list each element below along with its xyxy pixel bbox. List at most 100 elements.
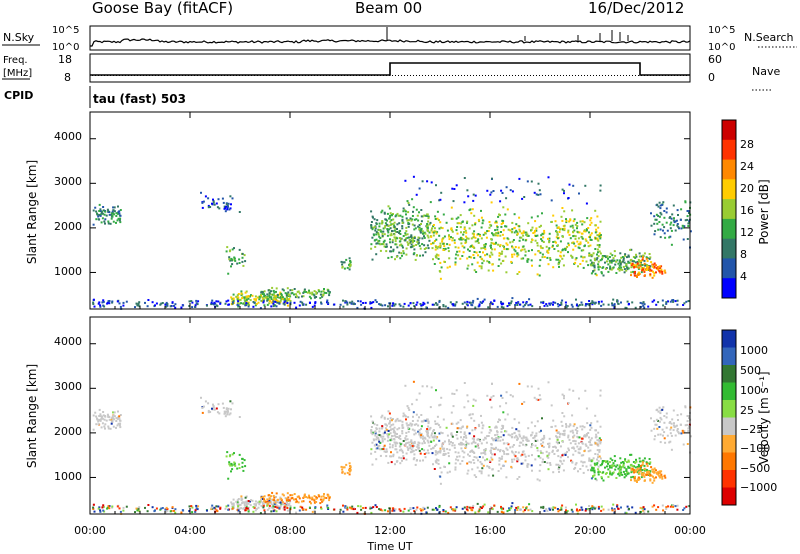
- power-cell: [477, 241, 480, 244]
- velocity-cell: [511, 458, 513, 461]
- power-cell: [598, 233, 601, 236]
- velocity-cell: [421, 435, 424, 438]
- power-cell: [585, 239, 588, 242]
- velocity-cell: [585, 444, 588, 447]
- velocity-cell: [106, 506, 109, 509]
- velocity-cell: [597, 465, 600, 468]
- power-cell: [393, 225, 396, 228]
- station-title: Goose Bay (fitACF): [92, 0, 233, 17]
- power-cell: [676, 224, 679, 227]
- power-cell: [394, 227, 397, 230]
- velocity-cell: [533, 436, 536, 439]
- velocity-cell: [426, 418, 429, 421]
- power-cell: [633, 266, 636, 269]
- velocity-cell: [401, 430, 404, 433]
- power-cell: [343, 267, 346, 270]
- velocity-cell: [425, 452, 428, 455]
- power-cell: [523, 196, 526, 198]
- velocity-cell: [490, 396, 493, 399]
- power-cell: [468, 301, 471, 304]
- power-cell: [446, 229, 449, 232]
- velocity-cell: [625, 468, 628, 471]
- nsky-spikes: [386, 27, 629, 41]
- power-cell: [413, 240, 416, 242]
- velocity-cell: [494, 447, 497, 450]
- power-cell: [463, 246, 466, 249]
- power-cell: [381, 243, 384, 246]
- velocity-cell: [676, 508, 679, 511]
- power-cell: [241, 260, 244, 263]
- power-cell: [599, 234, 602, 236]
- velocity-cell: [597, 468, 600, 471]
- velocity-cell: [688, 415, 691, 418]
- power-cell: [275, 290, 277, 293]
- power-cell: [467, 248, 469, 251]
- velocity-cell: [264, 501, 267, 503]
- power-cell: [636, 273, 639, 276]
- power-cell: [633, 274, 636, 277]
- velocity-cell: [389, 439, 392, 442]
- velocity-cell: [311, 510, 314, 513]
- velocity-cell: [506, 510, 509, 513]
- power-cell: [527, 249, 530, 252]
- velocity-cell: [478, 456, 481, 458]
- velocity-cell: [384, 423, 387, 426]
- power-cell: [600, 272, 603, 275]
- power-cell: [323, 288, 325, 290]
- velocity-cell: [349, 468, 352, 471]
- velocity-cell: [373, 439, 376, 442]
- power-cell: [500, 231, 502, 233]
- power-cell: [436, 247, 439, 250]
- power-cell: [510, 260, 513, 263]
- velocity-cell: [536, 478, 539, 481]
- power-cell: [663, 270, 666, 273]
- velocity-cell: [480, 470, 483, 473]
- velocity-panel: Slant Range [km] 4000 3000 2000 1000 Vel…: [25, 316, 777, 515]
- velocity-cell: [600, 477, 603, 480]
- velocity-cell: [601, 461, 604, 464]
- power-cell: [538, 274, 541, 277]
- power-cell: [364, 301, 367, 304]
- power-cell: [456, 222, 459, 225]
- velocity-cell: [522, 506, 525, 509]
- velocity-cell: [514, 455, 517, 458]
- velocity-cell: [244, 496, 247, 499]
- velocity-cell: [476, 502, 479, 505]
- velocity-cell: [440, 471, 443, 474]
- velocity-cell: [375, 438, 378, 441]
- velocity-cell: [248, 509, 250, 511]
- velocity-cell: [409, 422, 412, 425]
- power-cell: [99, 208, 102, 211]
- power-cell: [427, 236, 430, 239]
- velocity-cell: [116, 424, 119, 427]
- power-cell: [629, 248, 632, 251]
- power-cell: [619, 262, 622, 265]
- power-cell: [583, 256, 586, 259]
- velocity-cell: [498, 459, 501, 462]
- power-cell: [498, 213, 500, 216]
- power-cell: [382, 227, 385, 230]
- velocity-cell: [586, 508, 589, 511]
- power-cell: [389, 220, 392, 223]
- power-cell: [401, 246, 404, 249]
- power-cell: [611, 304, 614, 307]
- power-cell: [421, 243, 424, 246]
- power-cell: [373, 226, 376, 229]
- velocity-cell: [392, 507, 395, 510]
- velocity-cell: [241, 461, 244, 464]
- power-cell: [280, 294, 283, 297]
- velocity-cell: [112, 411, 115, 414]
- velocity-cell: [455, 422, 458, 425]
- power-cell: [407, 304, 410, 307]
- power-cell: [215, 300, 218, 303]
- velocity-cell: [641, 463, 644, 466]
- velocity-cell: [111, 506, 114, 509]
- velocity-cell: [510, 505, 513, 508]
- velocity-cell: [447, 452, 450, 455]
- power-cell: [487, 269, 490, 272]
- velocity-cell: [490, 443, 493, 446]
- power-cell: [417, 225, 420, 228]
- power-cell: [602, 266, 605, 269]
- power-cell: [233, 256, 236, 259]
- power-cell: [444, 305, 447, 308]
